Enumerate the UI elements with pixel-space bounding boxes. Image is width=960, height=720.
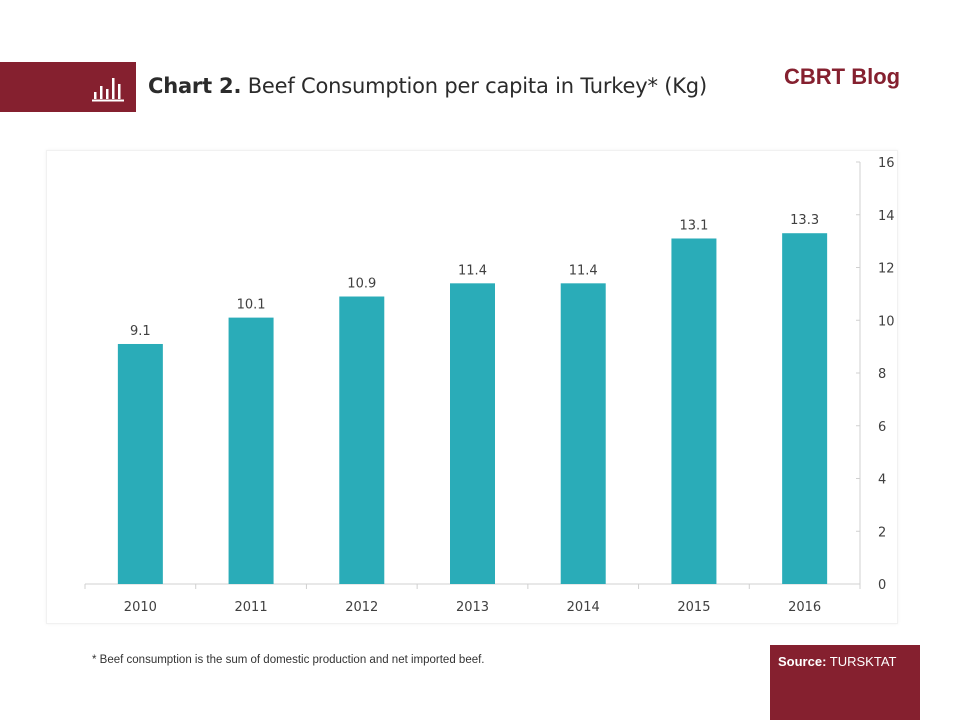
data-label: 10.1 — [237, 298, 266, 313]
source-box: Source: TURSKTAT — [770, 645, 920, 720]
chart-title: Chart 2. Beef Consumption per capita in … — [148, 74, 707, 98]
data-label: 11.4 — [569, 263, 598, 278]
source-text: Source: TURSKTAT — [778, 654, 896, 669]
data-label: 11.4 — [458, 263, 487, 278]
y-tick-label: 8 — [878, 367, 886, 382]
x-tick-label: 2015 — [677, 600, 710, 615]
x-tick-label: 2012 — [345, 600, 378, 615]
y-tick-label: 2 — [878, 525, 886, 540]
source-value: TURSKTAT — [829, 654, 897, 669]
x-tick-label: 2016 — [788, 600, 821, 615]
y-tick-label: 0 — [878, 578, 886, 593]
data-label: 9.1 — [130, 324, 151, 339]
bar — [228, 317, 274, 584]
bar — [339, 296, 385, 584]
y-tick-label: 10 — [878, 314, 895, 329]
x-tick-label: 2011 — [235, 600, 268, 615]
data-label: 10.9 — [347, 277, 376, 292]
bar — [450, 283, 495, 584]
y-tick-label: 14 — [878, 209, 895, 224]
data-label: 13.3 — [790, 213, 819, 228]
chart-title-text: Beef Consumption per capita in Turkey* (… — [247, 74, 707, 98]
y-tick-label: 6 — [878, 420, 886, 435]
footnote: * Beef consumption is the sum of domesti… — [92, 654, 485, 666]
bar-chart-icon — [92, 78, 124, 102]
y-tick-label: 4 — [878, 473, 886, 488]
x-tick-label: 2010 — [124, 600, 157, 615]
source-label: Source: — [778, 654, 827, 669]
chart-label: Chart 2. — [148, 74, 242, 98]
bar — [560, 283, 606, 584]
bar — [671, 238, 717, 585]
x-tick-label: 2013 — [456, 600, 489, 615]
bar — [117, 343, 163, 584]
y-tick-label: 16 — [878, 156, 895, 171]
y-tick-label: 12 — [878, 262, 895, 277]
data-label: 13.1 — [679, 218, 708, 233]
bar — [782, 233, 828, 584]
brand-logo: CBRT Blog — [784, 64, 901, 89]
x-tick-label: 2014 — [567, 600, 600, 615]
